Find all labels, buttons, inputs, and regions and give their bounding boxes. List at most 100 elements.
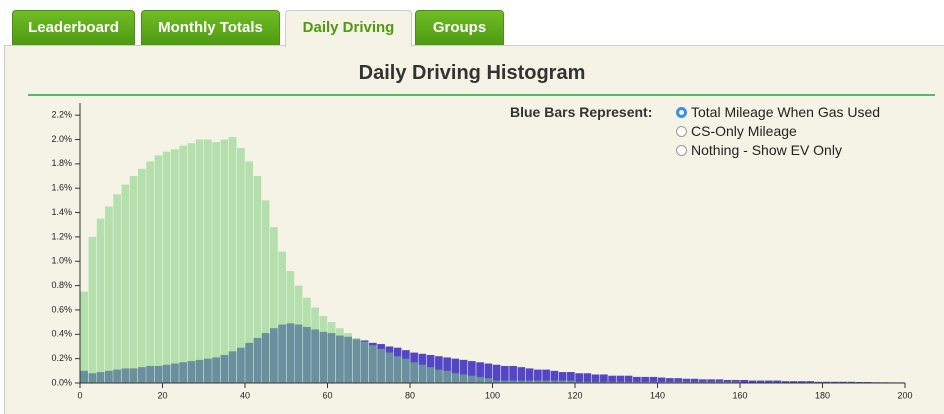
bar [583,381,592,383]
bar [567,380,575,383]
bar [253,176,262,383]
bar [369,345,377,383]
bar [608,381,616,383]
bar [575,373,583,383]
bar [501,365,509,383]
x-tick-label: 140 [650,390,665,400]
y-tick-label: 1.8% [51,158,72,168]
bar [773,380,781,383]
bar [220,139,229,383]
bar [641,376,649,383]
bar [278,251,286,383]
bar [517,367,526,383]
bar [740,379,748,383]
bar [558,380,567,383]
bar [591,381,600,383]
option-label[interactable]: Total Mileage When Gas Used [691,104,881,120]
radio-option[interactable]: Total Mileage When Gas Used [676,103,880,121]
bar [715,381,724,383]
bar [476,362,484,383]
y-tick-label: 0.6% [51,304,72,314]
bar [195,139,204,383]
bar [443,370,451,383]
tab[interactable]: Daily Driving [285,10,412,47]
bar [336,328,344,383]
x-tick-label: 0 [77,390,82,400]
bar [542,369,550,383]
bar [674,381,682,383]
bar [187,143,196,383]
x-tick-label: 80 [405,390,415,400]
bar [212,141,220,383]
bar [451,358,460,383]
bar [360,341,369,383]
bar [831,381,839,383]
bar [179,145,187,383]
option-label[interactable]: Nothing - Show EV Only [691,142,842,158]
bar [657,381,666,383]
bar [393,356,402,383]
bar [616,381,625,383]
bar [492,380,501,383]
bar [699,381,707,383]
tab[interactable]: Monthly Totals [141,10,280,45]
radio-button[interactable] [676,126,687,137]
bar [517,380,526,383]
bar [839,381,847,383]
bar [525,368,534,383]
bar [699,379,707,383]
bar [468,375,476,383]
radio-option[interactable]: Nothing - Show EV Only [676,141,842,159]
bar [600,374,608,383]
bar [509,380,517,383]
x-tick-label: 60 [322,390,332,400]
bar [484,378,493,383]
bar [105,206,113,383]
x-tick-label: 100 [485,390,500,400]
y-tick-label: 0.0% [51,377,72,387]
bar [690,381,699,383]
y-tick-label: 2.2% [51,110,72,120]
tab[interactable]: Leaderboard [12,10,135,45]
tab[interactable]: Groups [415,10,504,45]
tab-bar: Leaderboard Monthly Totals Daily Driving Gr… [0,10,944,47]
radio-button[interactable] [676,145,687,156]
bar [154,155,163,383]
bar [377,348,385,383]
radio-button[interactable] [676,107,687,118]
bar [707,381,715,383]
bar [237,148,245,383]
bar [138,168,146,383]
chart-title: Daily Driving Histogram [358,62,586,84]
bar [765,380,773,383]
legend-title: Blue Bars Represent: [510,104,653,120]
x-tick-label: 40 [240,390,250,400]
bar [303,297,311,383]
bar [567,372,575,383]
bar [649,376,658,383]
bar [715,379,724,383]
y-tick-label: 0.4% [51,329,72,339]
bar [319,316,328,383]
bar [286,271,295,383]
title-rule [28,94,935,96]
x-tick-label: 120 [567,390,582,400]
option-label[interactable]: CS-Only Mileage [691,123,797,139]
bar [575,381,583,383]
bar [682,378,691,383]
bar [261,200,270,383]
bar [732,379,740,383]
bar [468,361,476,383]
bar [228,137,237,383]
bar [616,375,625,383]
bar [435,369,443,383]
bar [682,381,691,383]
bar [847,381,856,383]
bar [542,380,550,383]
bar [723,381,732,383]
bar [385,352,394,383]
bar [633,381,641,383]
radio-option[interactable]: CS-Only Mileage [676,122,797,140]
